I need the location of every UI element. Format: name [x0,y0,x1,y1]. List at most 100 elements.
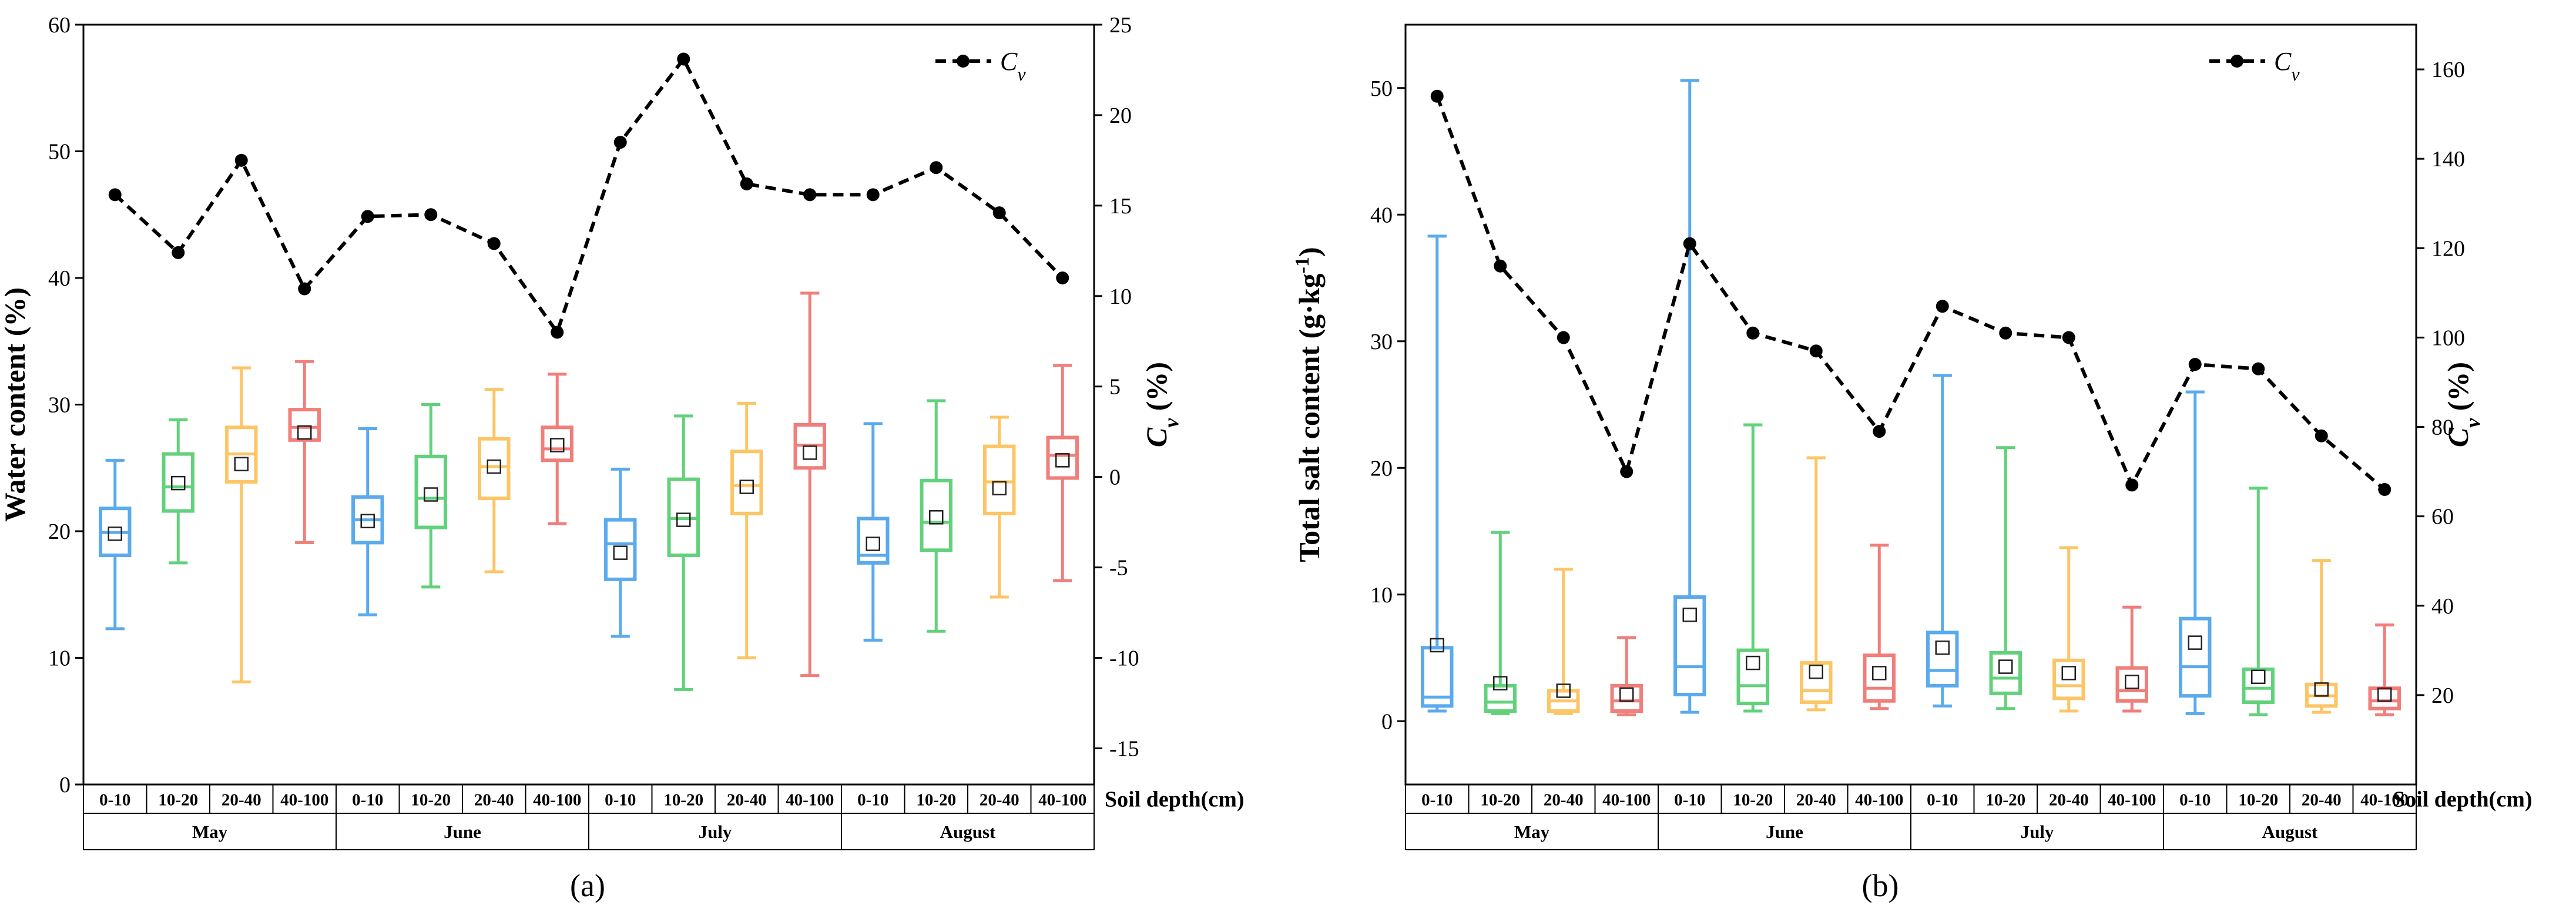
box-june-0-10 [1673,79,1706,714]
box-august-0-10 [2179,390,2212,715]
legend-label-part: C [2274,47,2292,76]
mean-marker [550,438,565,452]
mean-marker [2125,675,2139,689]
box-iqr [414,454,447,529]
mean-marker [360,514,375,529]
depth-category-label: 20-40 [222,791,261,810]
mean-marker [1055,453,1070,468]
y-axis-title-part: ) [1293,247,1326,257]
y2-tick-label: 0 [1109,465,1121,490]
box-may-10-20 [1484,531,1517,715]
y-tick-label: 10 [1370,583,1393,608]
cv-point [298,282,311,296]
depth-category-label: 40-100 [2360,791,2409,810]
depth-category-label: 0-10 [99,791,130,810]
box-august-20-40 [983,415,1016,599]
chart-panel-a: 0 10 20 30 40 50 60 -15 -10 -5 0 5 10 15 20 25 Water con… [0,13,1245,903]
panel-label: (b) [1862,868,1899,903]
box-iqr [1736,648,1769,706]
cv-point [866,188,880,202]
cv-point [1873,425,1886,438]
y-axis-title-part: -1 [1292,257,1313,273]
y-tick-label: 20 [48,519,71,544]
plot-frame [82,24,1095,786]
depth-category-label: 20-40 [2049,791,2089,810]
depth-category-label: 10-20 [158,791,198,810]
mean-marker [929,510,944,525]
legend-label-part: C [1000,47,1018,76]
cv-point [1746,326,1760,340]
depth-category-label: 40-100 [2108,791,2156,810]
y-tick-label: 40 [1370,203,1393,227]
box-august-0-10 [857,422,890,642]
box-june-0-10 [351,427,384,616]
y-axis-title-part: Water content (%) [0,287,31,522]
depth-category-label: 40-100 [533,791,581,810]
mean-marker [1682,607,1697,622]
box-june-20-40 [1800,456,1833,712]
cv-point [1430,89,1444,103]
box-may-20-40 [225,366,258,683]
y2-tick-label: 160 [2431,58,2465,82]
cv-point [361,210,374,223]
depth-category-label: 10-20 [411,791,451,810]
box-august-20-40 [2305,559,2338,714]
mean-marker [1493,676,1508,690]
box-june-40-100 [541,373,573,525]
y2-tick-label: 20 [1109,103,1132,128]
mean-marker [234,457,249,472]
cv-point [613,136,627,149]
y-axis-title: Water content (%) [0,287,31,522]
mean-marker [2314,682,2329,697]
y2-tick-label: 25 [1109,13,1132,38]
mean-marker [1430,638,1444,653]
cv-point [2188,358,2202,371]
box-may-40-100 [288,360,321,544]
depth-category-label: 20-40 [2302,791,2342,810]
x-axis-title: Soil depth(cm) [1105,787,1245,812]
y2-tick-label: -5 [1109,556,1128,581]
panel-label: (a) [570,868,605,903]
month-label: June [444,822,481,842]
legend-label-part: v [1017,63,1026,85]
month-label: May [192,822,228,842]
y-axis-title: Total salt content (g·kg-1) [1292,247,1326,562]
mean-marker [2251,669,2266,685]
depth-category-label: 10-20 [1985,791,2025,810]
y2-tick-label: 5 [1109,375,1121,400]
depth-category-label: 10-20 [916,791,956,810]
depth-category-label: 10-20 [1733,791,1773,810]
box-june-40-100 [1863,544,1896,710]
mean-marker [2377,687,2392,702]
cv-point [2378,483,2391,497]
mean-marker [613,545,628,560]
cv-point [1683,237,1696,250]
y2-tick-label: 20 [2431,683,2454,708]
box-august-10-20 [920,399,952,633]
cv-point [172,246,185,259]
mean-marker [171,475,186,491]
cv-series-line [1435,95,2386,491]
cv-point [930,161,943,175]
depth-category-label: 10-20 [663,791,703,810]
y-tick-label: 60 [48,13,71,38]
mean-marker [297,425,312,440]
box-iqr [1484,683,1517,713]
depth-category-label: 40-100 [1602,791,1651,810]
month-label: May [1514,822,1550,842]
y-axis-title-part: Total salt content (g·kg [1293,273,1326,562]
legend-marker [2230,55,2243,68]
box-iqr [541,425,573,462]
cv-point [1999,326,2012,340]
mean-marker [676,512,691,527]
depth-category-label: 0-10 [2179,791,2211,810]
legend-marker [957,55,970,68]
depth-category-label: 20-40 [980,791,1019,810]
month-label: August [940,822,996,842]
cv-point [551,326,564,339]
depth-category-label: 20-40 [1796,791,1836,810]
depth-category-label: 0-10 [1927,791,1958,810]
box-july-0-10 [604,467,637,638]
y-tick-label: 30 [1370,330,1393,354]
y-tick-label: 50 [48,140,71,165]
